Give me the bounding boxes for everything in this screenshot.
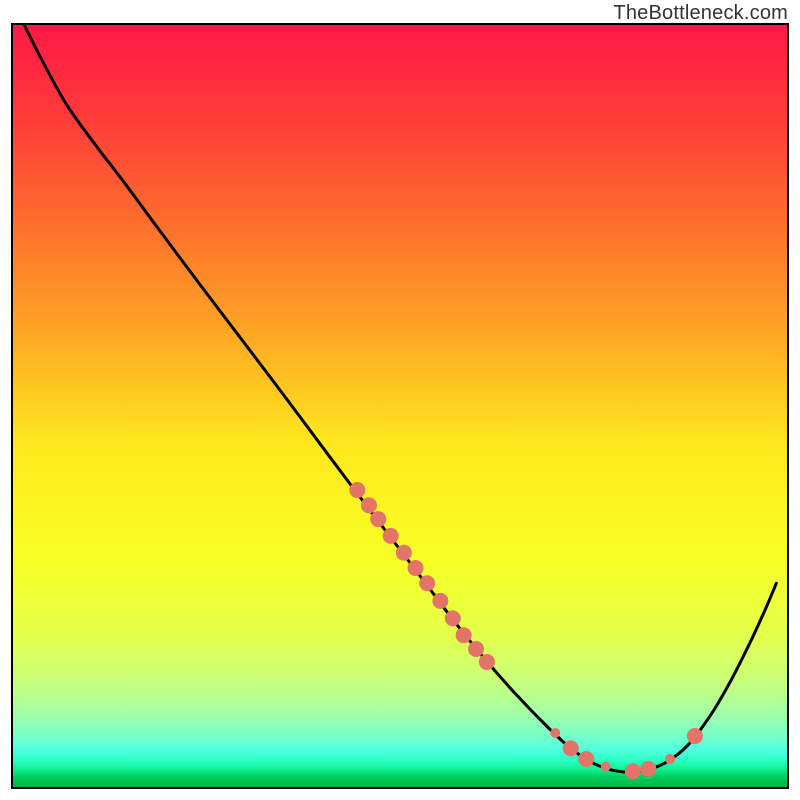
curve-marker [687, 728, 703, 744]
curve-marker [419, 575, 435, 591]
curve-marker [456, 627, 472, 643]
bottleneck-chart [0, 0, 800, 800]
curve-marker [578, 751, 594, 767]
curve-marker [370, 511, 386, 527]
curve-marker [479, 654, 495, 670]
curve-marker [468, 641, 484, 657]
curve-marker [361, 497, 377, 513]
curve-marker [665, 754, 675, 764]
curve-marker [408, 560, 424, 576]
curve-marker [601, 762, 611, 772]
curve-marker [432, 593, 448, 609]
curve-marker [625, 763, 641, 779]
curve-marker [396, 545, 412, 561]
curve-marker [563, 740, 579, 756]
attribution-text: TheBottleneck.com [613, 2, 788, 25]
gradient-background [12, 24, 788, 788]
curve-marker [445, 610, 461, 626]
curve-marker [349, 482, 365, 498]
curve-marker [640, 761, 656, 777]
curve-marker [383, 528, 399, 544]
curve-marker [550, 728, 560, 738]
